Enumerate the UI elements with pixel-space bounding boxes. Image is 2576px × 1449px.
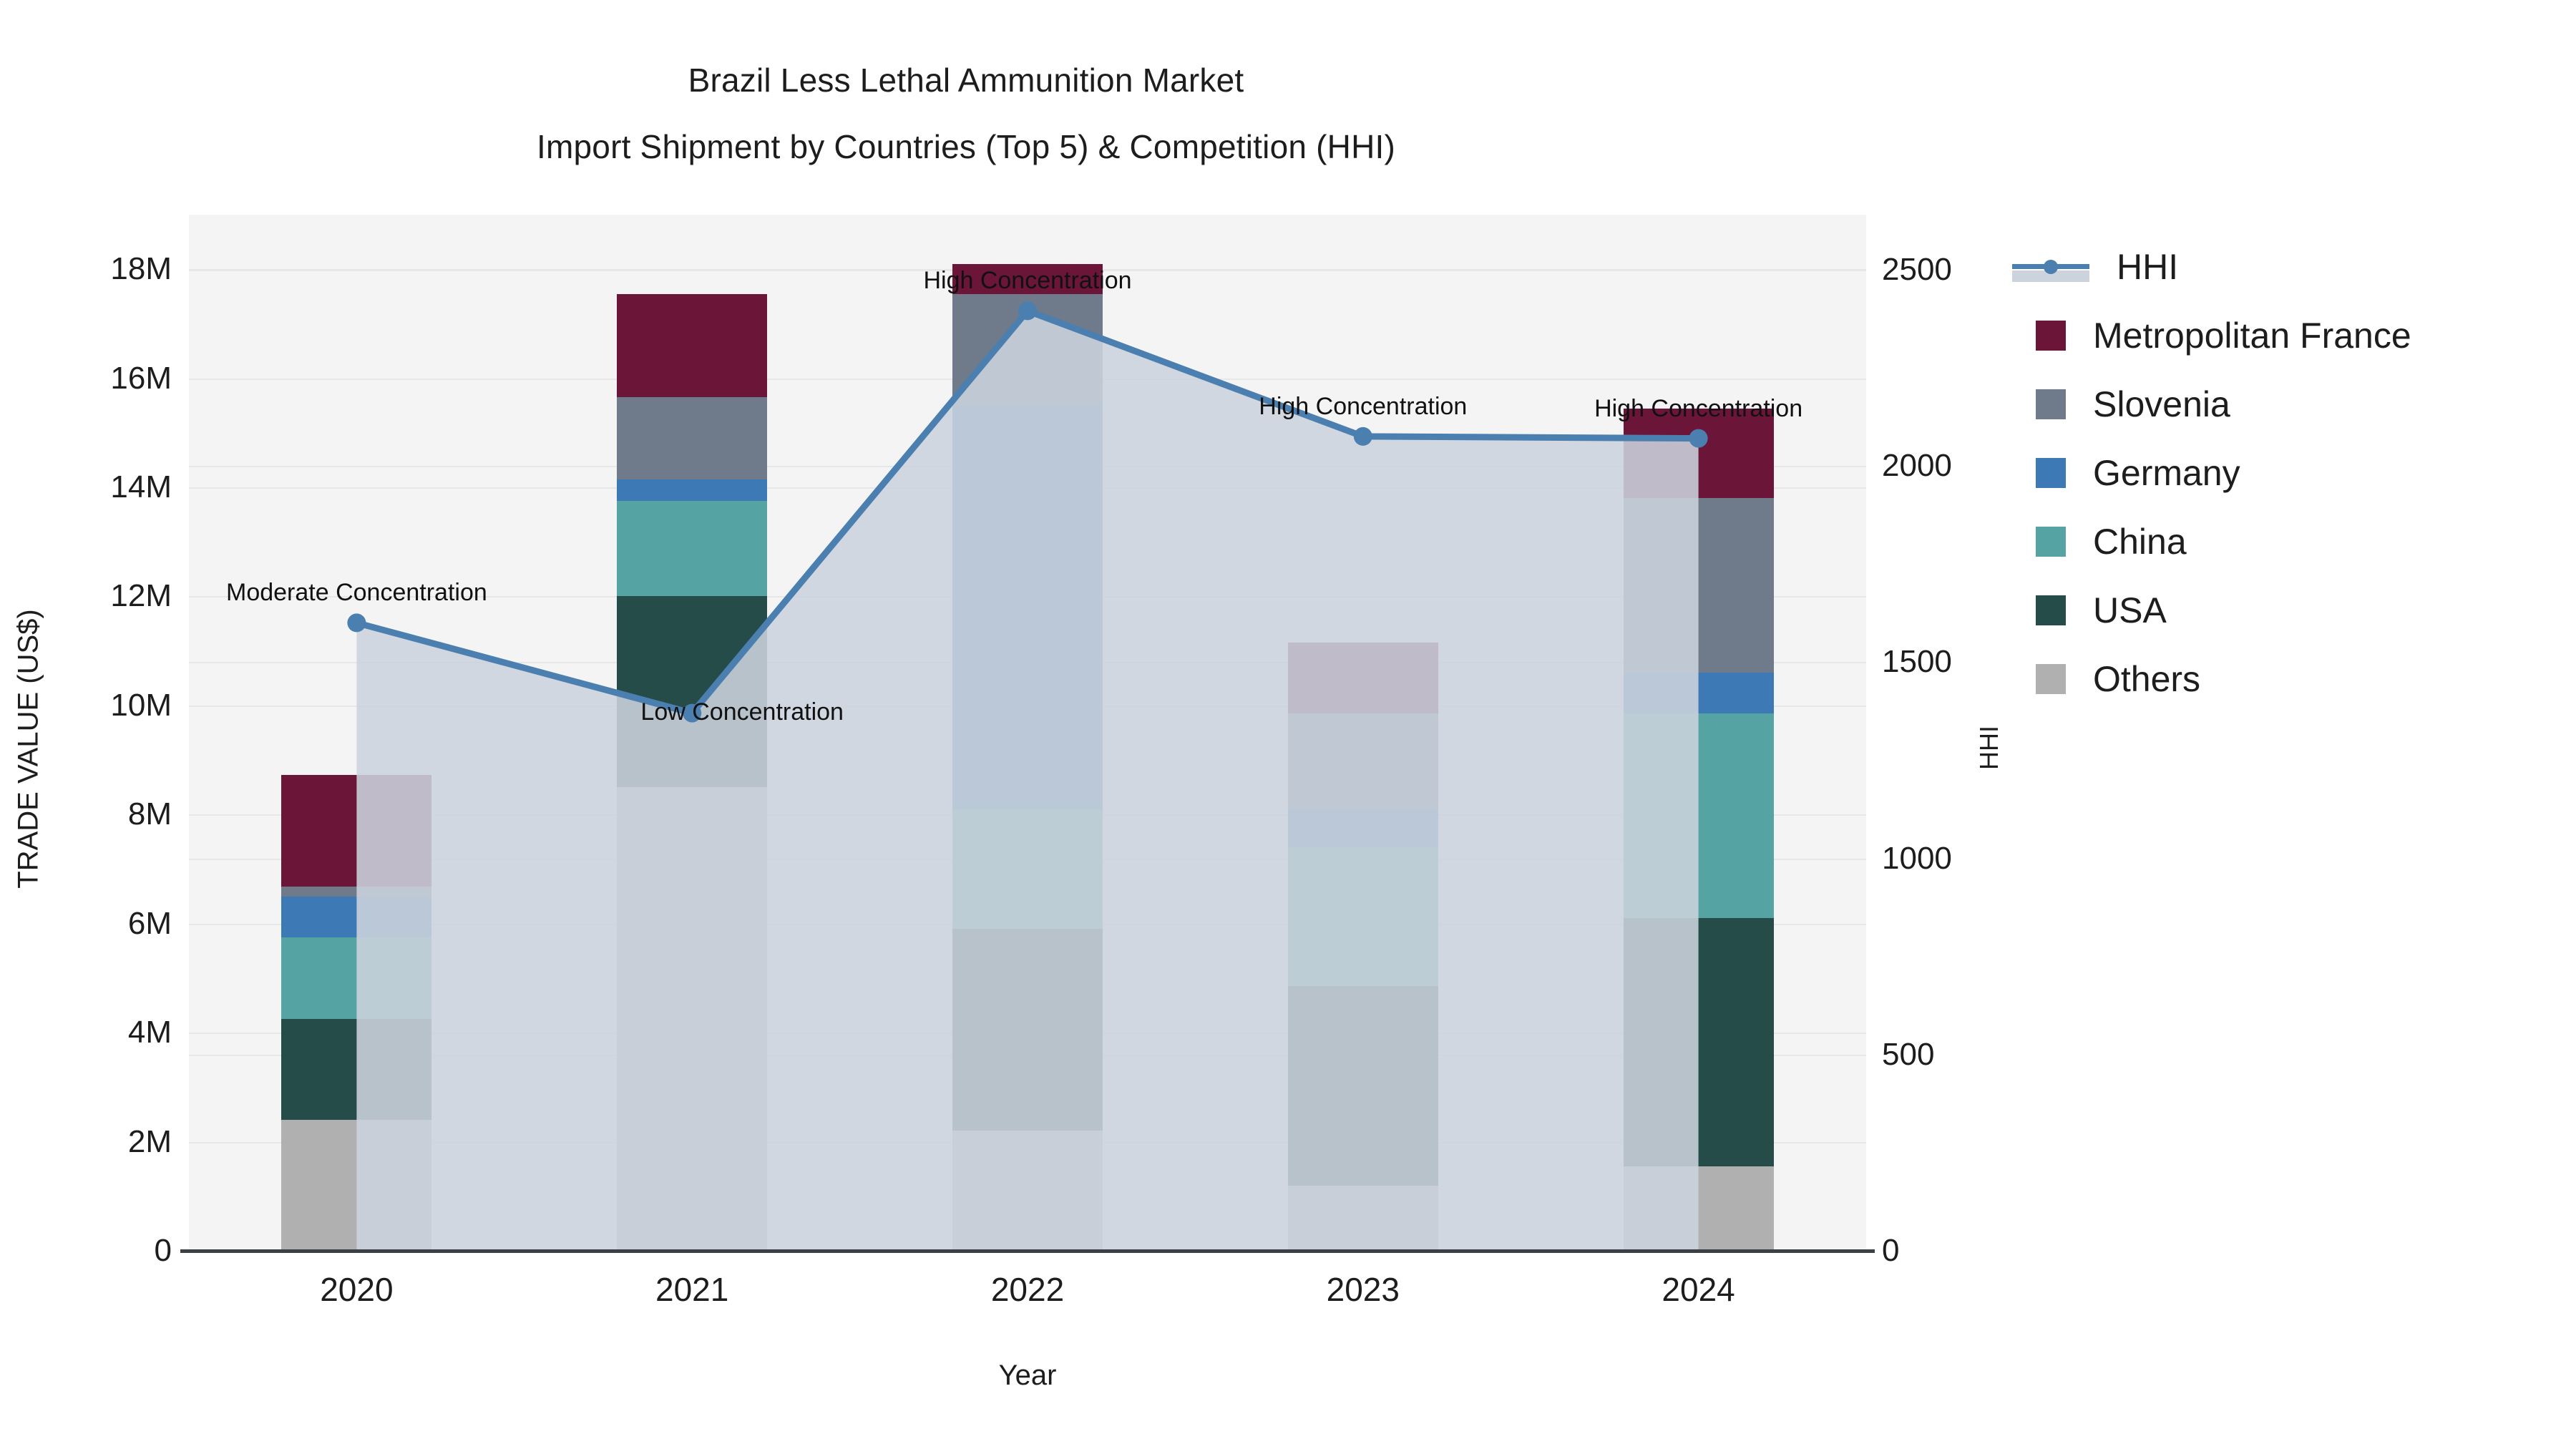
bar-segment-2022-usa[interactable] [952, 929, 1103, 1131]
bar-group-2023[interactable] [1287, 215, 1438, 1251]
legend-swatch-icon [2036, 527, 2066, 557]
legend-label: Metropolitan France [2093, 316, 2411, 356]
y-tick-6M: 6M [127, 905, 172, 941]
legend-item-china[interactable]: China [2036, 507, 2565, 576]
plot-inner: Moderate Concentration Low Concentration H… [189, 215, 1866, 1251]
legend-item-hhi[interactable]: HHI [2012, 233, 2565, 301]
chart-title-line1: Brazil Less Lethal Ammunition Market [688, 62, 1244, 99]
legend-item-germany[interactable]: Germany [2036, 439, 2565, 507]
y-tick-2M: 2M [127, 1123, 172, 1159]
y2-tick-500: 500 [1882, 1036, 1935, 1072]
bar-segment-2023-china[interactable] [1287, 847, 1438, 987]
bar-segment-2023-usa[interactable] [1287, 986, 1438, 1186]
y-tick-8M: 8M [127, 796, 172, 832]
y2-tick-2500: 2500 [1882, 251, 1952, 287]
y2-tick-1500: 1500 [1882, 644, 1952, 680]
x-tick-2021: 2021 [655, 1271, 729, 1308]
bar-group-2020[interactable] [281, 215, 432, 1251]
y-axis-right-title: HHI [1974, 726, 2004, 770]
bar-segment-2020-slovenia[interactable] [281, 886, 432, 897]
legend-swatch-icon [2036, 389, 2066, 419]
chart-title-line2: Import Shipment by Countries (Top 5) & C… [537, 128, 1395, 165]
legend-label: China [2093, 522, 2187, 562]
bar-segment-2024-germany[interactable] [1623, 673, 1774, 714]
x-tick-2020: 2020 [320, 1271, 394, 1308]
annotation-2022: High Concentration [923, 267, 1132, 295]
bar-segment-2023-metropolitan-france[interactable] [1287, 643, 1438, 714]
bar-segment-2023-slovenia[interactable] [1287, 713, 1438, 809]
legend-swatch-icon [2036, 595, 2066, 625]
legend-label: HHI [2117, 247, 2179, 287]
bar-segment-2023-others[interactable] [1287, 1185, 1438, 1251]
legend-swatch-icon [2036, 664, 2066, 694]
bar-segment-2024-china[interactable] [1623, 713, 1774, 919]
y2-tick-2000: 2000 [1882, 448, 1952, 484]
legend-item-metropolitan-france[interactable]: Metropolitan France [2036, 301, 2565, 370]
y-axis-left-title: TRADE VALUE (US$) [12, 609, 44, 889]
bar-segment-2020-others[interactable] [281, 1120, 432, 1251]
bar-segment-2021-germany[interactable] [617, 479, 768, 502]
x-tick-2022: 2022 [990, 1271, 1065, 1308]
bar-group-2024[interactable] [1623, 215, 1774, 1251]
legend-swatch-icon [2036, 458, 2066, 488]
legend-item-usa[interactable]: USA [2036, 576, 2565, 645]
bar-segment-2021-slovenia[interactable] [617, 397, 768, 479]
legend-item-slovenia[interactable]: Slovenia [2036, 370, 2565, 439]
bar-segment-2022-others[interactable] [952, 1131, 1103, 1251]
legend-label: USA [2093, 590, 2167, 630]
bar-segment-2020-china[interactable] [281, 937, 432, 1020]
y2-tick-0: 0 [1882, 1233, 1900, 1268]
annotation-2021: Low Concentration [640, 698, 844, 726]
y-tick-14M: 14M [110, 469, 172, 505]
y-axis-left-ticks: 0 2M 4M 6M 8M 10M 12M 14M 16M 18M [0, 215, 172, 1268]
annotation-2023: High Concentration [1259, 392, 1468, 420]
annotation-2020: Moderate Concentration [226, 579, 487, 607]
legend-item-others[interactable]: Others [2036, 645, 2565, 713]
y-tick-16M: 16M [110, 360, 172, 396]
bar-segment-2022-china[interactable] [952, 809, 1103, 930]
x-axis-line [180, 1249, 1875, 1253]
bar-segment-2021-metropolitan-france[interactable] [617, 293, 768, 398]
y-tick-0: 0 [154, 1233, 172, 1268]
bar-segment-2023-germany[interactable] [1287, 809, 1438, 848]
x-axis-title: Year [998, 1360, 1057, 1391]
bar-segment-2022-metropolitan-france[interactable] [952, 263, 1103, 294]
legend-label: Germany [2093, 453, 2240, 493]
bar-segment-2020-germany[interactable] [281, 896, 432, 937]
y-tick-4M: 4M [127, 1015, 172, 1050]
legend-label: Slovenia [2093, 384, 2230, 424]
annotation-2024: High Concentration [1594, 394, 1803, 422]
bar-segment-2021-usa[interactable] [617, 596, 768, 788]
bar-segment-2024-usa[interactable] [1623, 918, 1774, 1166]
x-tick-2024: 2024 [1662, 1271, 1735, 1308]
bar-segment-2021-china[interactable] [617, 501, 768, 597]
y-tick-18M: 18M [110, 251, 172, 287]
bar-segment-2024-slovenia[interactable] [1623, 498, 1774, 673]
x-tick-2023: 2023 [1326, 1271, 1400, 1308]
plot-area: Moderate Concentration Low Concentration H… [189, 215, 1866, 1251]
bar-segment-2024-others[interactable] [1623, 1166, 1774, 1251]
legend-swatch-icon [2036, 321, 2066, 351]
y-tick-12M: 12M [110, 578, 172, 614]
bar-segment-2020-metropolitan-france[interactable] [281, 774, 432, 887]
bar-group-2021[interactable] [617, 215, 768, 1251]
y-tick-10M: 10M [110, 687, 172, 723]
legend: HHI Metropolitan France Slovenia Germany Chi… [2012, 233, 2565, 713]
y2-tick-1000: 1000 [1882, 840, 1952, 876]
bar-segment-2022-slovenia[interactable] [952, 293, 1103, 406]
bar-group-2022[interactable] [952, 215, 1103, 1251]
bar-segment-2021-others[interactable] [617, 787, 768, 1251]
bar-segment-2020-usa[interactable] [281, 1019, 432, 1121]
legend-label: Others [2093, 659, 2201, 699]
legend-line-marker-icon [2012, 252, 2089, 282]
bar-segment-2022-germany[interactable] [952, 405, 1103, 809]
y-axis-right-ticks: 0 500 1000 1500 2000 2500 [1882, 215, 2061, 1268]
